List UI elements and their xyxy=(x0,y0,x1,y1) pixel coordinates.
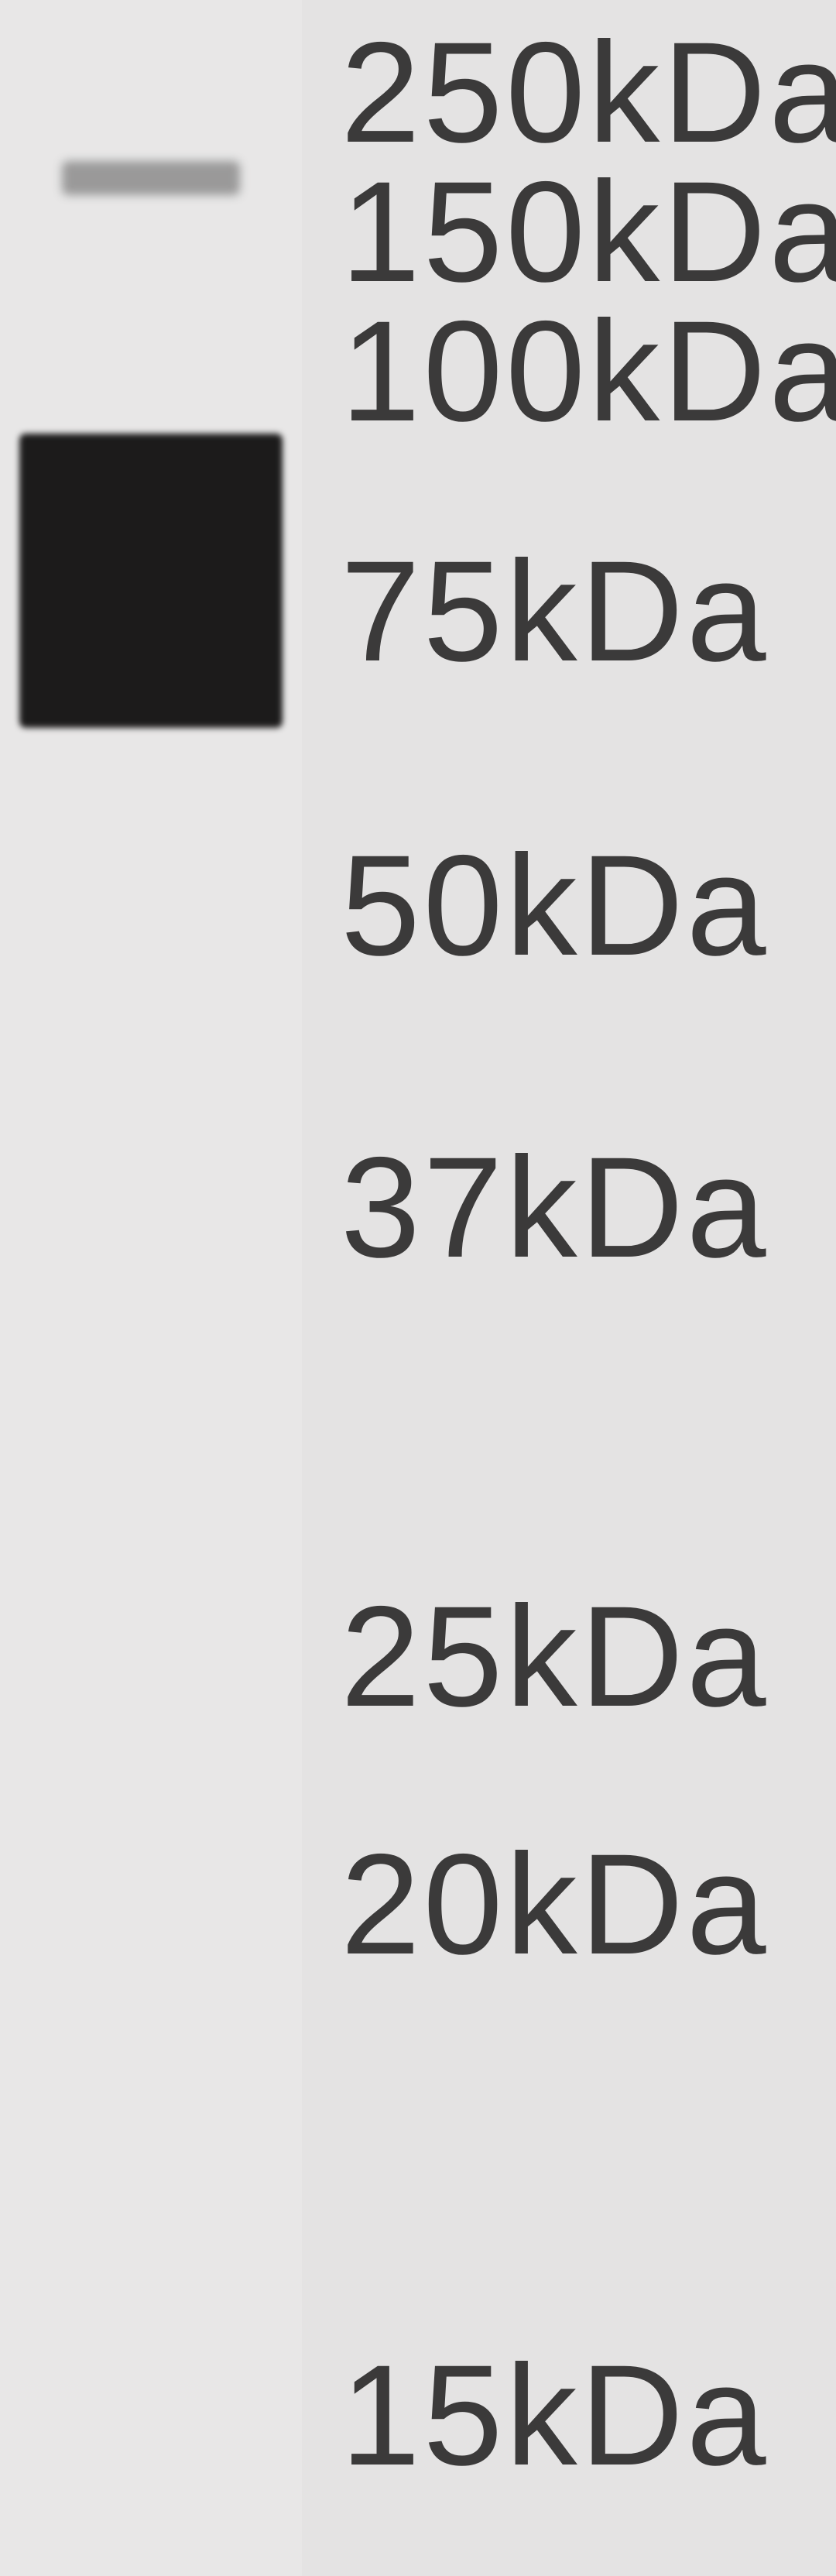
mw-marker-label: 37kDa xyxy=(341,1137,769,1280)
mw-marker-label: 15kDa xyxy=(341,2344,769,2488)
mw-marker-label: 100kDa xyxy=(341,300,836,444)
mw-marker-label: 250kDa xyxy=(341,22,836,165)
western-blot-figure: 250kDa150kDa100kDa 75kDa 50kDa 37kDa 25kDa 20… xyxy=(0,0,836,2576)
mw-marker-label: 25kDa xyxy=(341,1586,769,1729)
mw-marker-label: 150kDa xyxy=(341,161,836,304)
mw-marker-label: 20kDa xyxy=(341,1833,769,1977)
marker-labels-layer: 250kDa150kDa100kDa 75kDa 50kDa 37kDa 25kDa 20… xyxy=(0,0,836,2576)
mw-marker-label: 50kDa xyxy=(341,835,769,978)
mw-marker-label: 75kDa xyxy=(341,540,769,684)
